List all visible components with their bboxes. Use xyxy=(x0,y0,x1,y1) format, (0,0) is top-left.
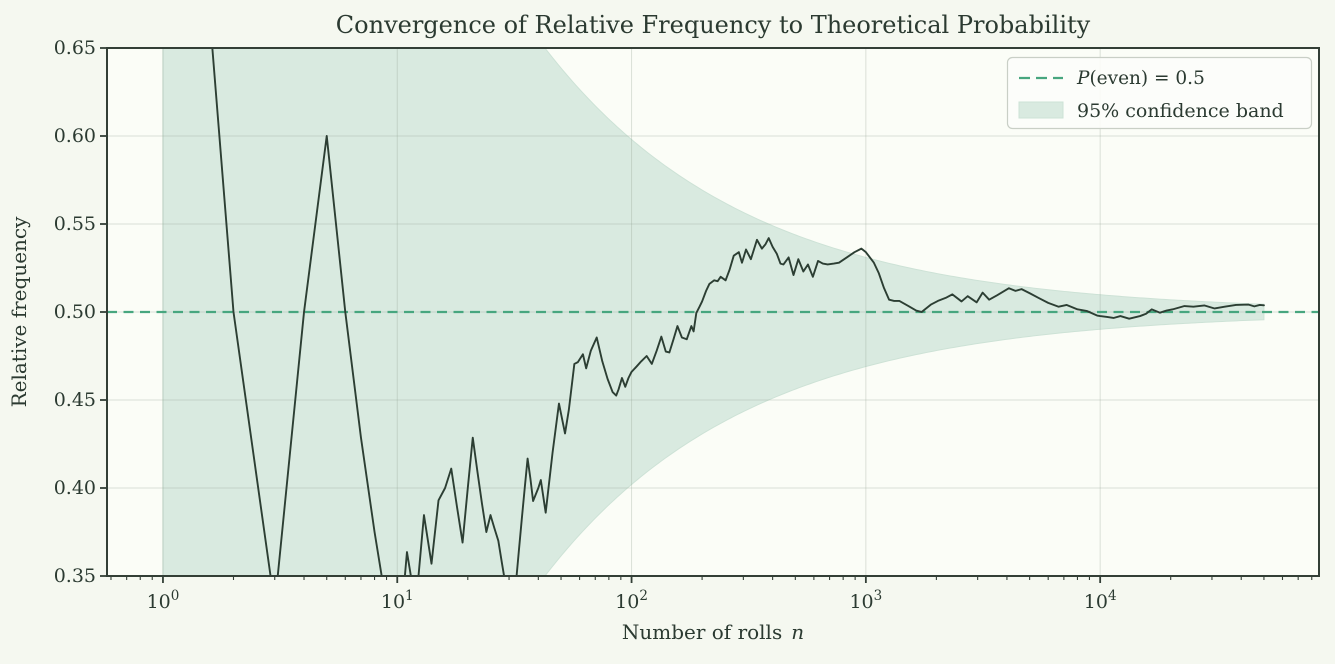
y-tick-label: 0.50 xyxy=(54,301,96,323)
legend-label-band: 95% confidence band xyxy=(1077,100,1284,122)
legend-label-reference: P(even) = 0.5 xyxy=(1076,68,1205,89)
y-tick-label: 0.40 xyxy=(54,477,96,499)
x-tick-exponent: 0 xyxy=(171,588,180,604)
x-tick-exponent: 3 xyxy=(874,588,883,604)
legend-label-reference-p: P xyxy=(1076,68,1090,89)
y-tick-label: 0.65 xyxy=(54,37,96,59)
legend-label-reference-rest: (even) = 0.5 xyxy=(1089,68,1204,89)
frequency-line xyxy=(211,48,1265,576)
x-axis-label: Number of rolls n xyxy=(622,620,804,644)
y-axis-label: Relative frequency xyxy=(7,216,31,408)
legend-box xyxy=(1006,56,1313,130)
y-tick-label: 0.45 xyxy=(54,389,96,411)
confidence-band xyxy=(162,48,1265,576)
y-tick-label: 0.35 xyxy=(54,565,96,587)
x-axis-label-text: Number of rolls xyxy=(622,620,782,644)
x-tick-exponent: 4 xyxy=(1108,588,1117,604)
chart-title: Convergence of Relative Frequency to The… xyxy=(336,11,1091,39)
y-tick-label: 0.60 xyxy=(54,125,96,147)
legend-band-swatch xyxy=(1018,101,1064,119)
y-tick-label: 0.55 xyxy=(54,213,96,235)
x-tick-exponent: 1 xyxy=(405,588,414,604)
y-tick-labels: 0.35 0.40 0.45 0.50 0.55 0.60 0.65 xyxy=(54,37,96,587)
x-tick-exponent: 2 xyxy=(639,588,648,604)
axis-ticks xyxy=(100,47,1313,583)
x-axis-label-variable: n xyxy=(791,620,804,644)
legend: P(even) = 0.5 95% confidence band xyxy=(1006,56,1313,130)
